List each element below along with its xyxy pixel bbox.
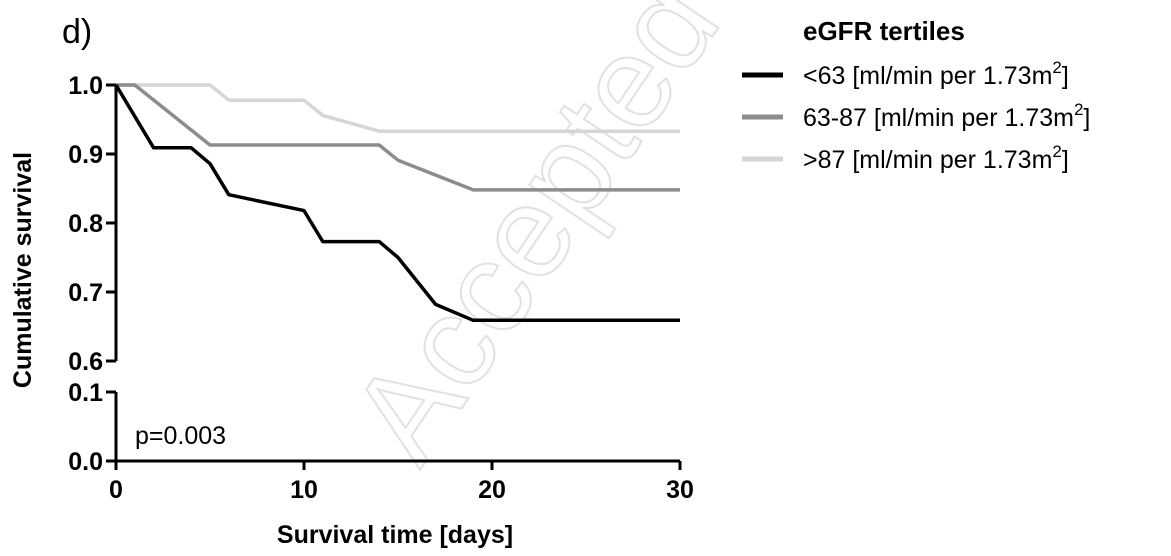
x-tick-label: 20	[478, 476, 506, 504]
series-line-3	[116, 83, 680, 133]
series-line-2	[116, 83, 680, 192]
legend: eGFR tertiles <63 [ml/min per 1.73m2] 63-8…	[742, 16, 1090, 174]
y-tick-label: 0.0	[68, 448, 103, 476]
legend-entry-1: <63 [ml/min per 1.73m2]	[803, 58, 1069, 90]
legend-title: eGFR tertiles	[803, 16, 965, 46]
survival-curves	[114, 83, 680, 323]
y-tick-label: 0.8	[68, 210, 103, 238]
y-tick-label: 0.9	[68, 141, 103, 169]
x-axis-title: Survival time [days]	[277, 521, 513, 549]
legend-entry-3: >87 [ml/min per 1.73m2]	[803, 142, 1069, 174]
y-tick-label: 0.6	[68, 348, 103, 376]
y-tick-label: 1.0	[68, 72, 103, 100]
y-tick-label: 0.7	[68, 279, 103, 307]
y-axis-title: Cumulative survival	[9, 152, 37, 388]
axes: 0.6 0.7 0.8 0.9 1.0 0.0 0.1 0 10 20 30	[68, 72, 694, 504]
y-tick-label: 0.1	[68, 379, 103, 407]
x-tick-label: 30	[666, 476, 694, 504]
p-value-annotation: p=0.003	[135, 422, 226, 450]
x-tick-label: 0	[109, 476, 123, 504]
legend-entry-2: 63-87 [ml/min per 1.73m2]	[803, 100, 1090, 132]
series-line-1	[114, 84, 680, 323]
panel-label: d)	[62, 13, 92, 51]
x-tick-label: 10	[290, 476, 318, 504]
